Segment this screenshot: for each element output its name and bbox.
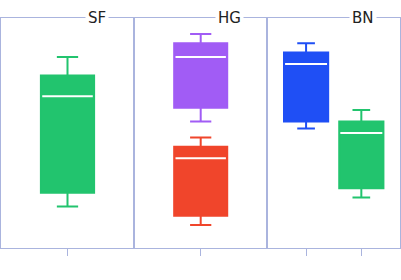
svg-text:HG: HG — [218, 9, 241, 27]
svg-text:SF: SF — [88, 9, 106, 27]
svg-text:BN: BN — [352, 9, 374, 27]
